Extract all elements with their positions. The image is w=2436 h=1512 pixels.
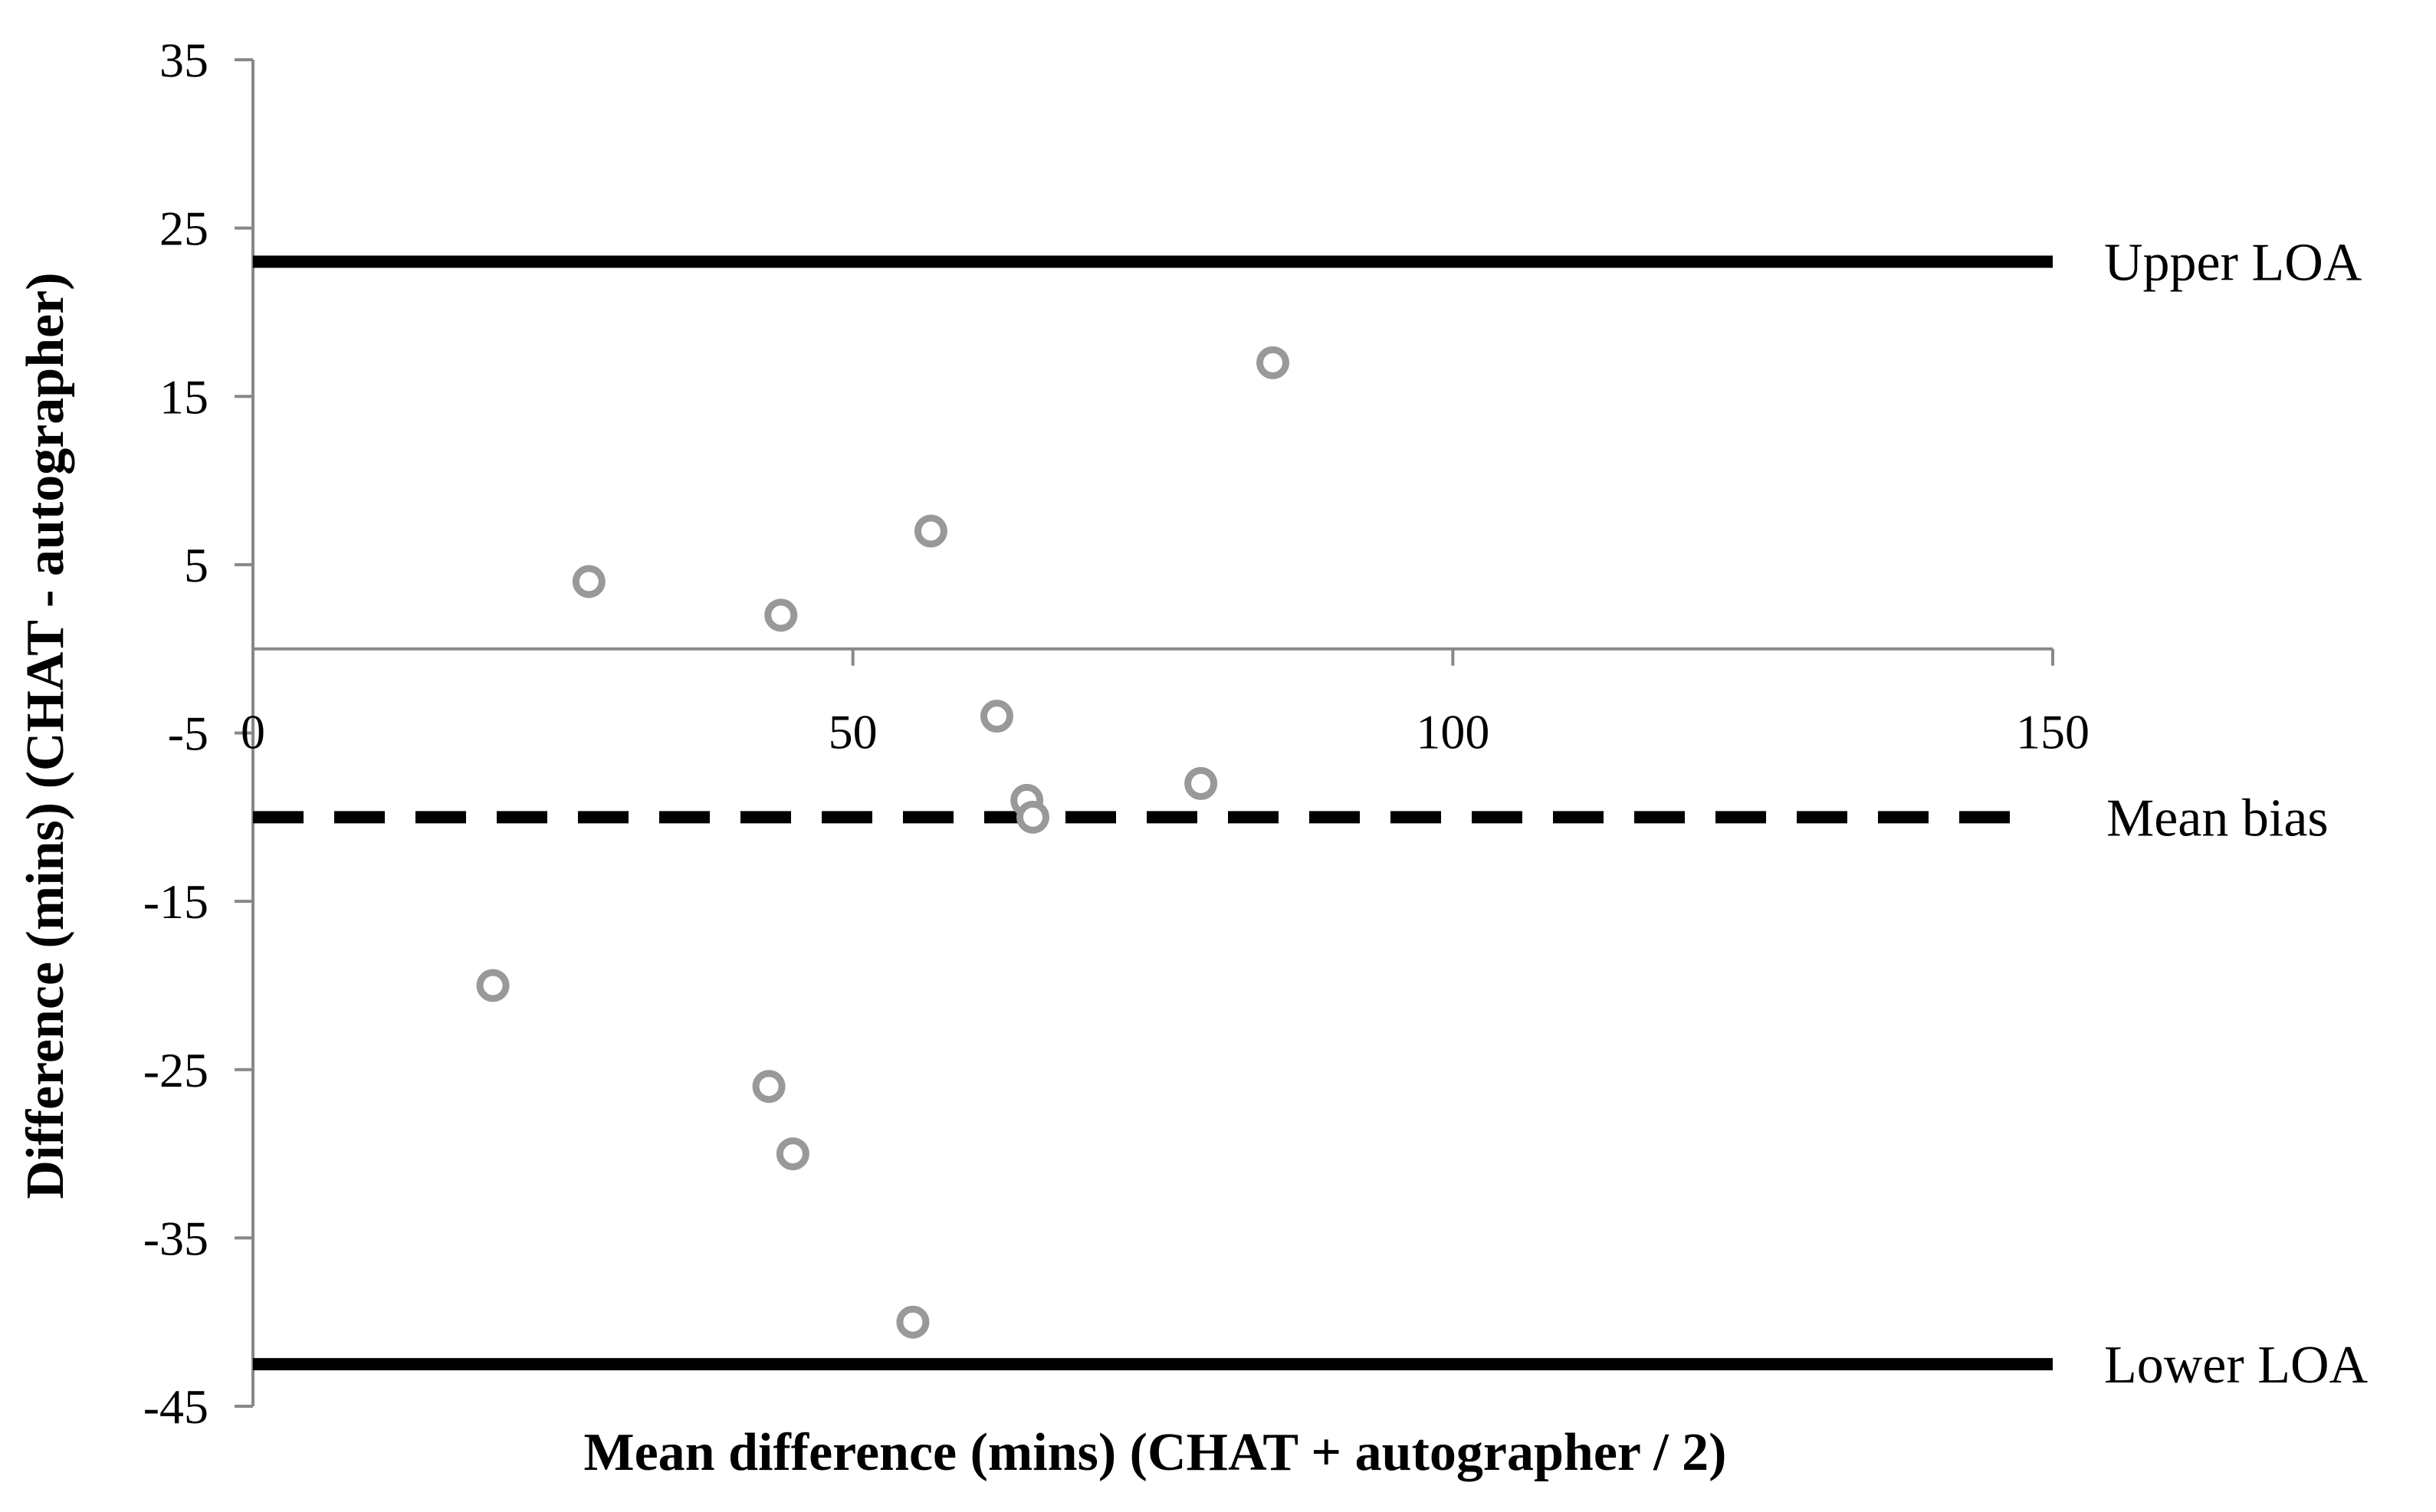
x-tick-label: 100	[1416, 705, 1489, 759]
x-tick-label: 0	[241, 705, 265, 759]
reference-line-label: Mean bias	[2106, 789, 2329, 848]
y-tick-label: -25	[143, 1043, 208, 1097]
data-point	[914, 514, 947, 548]
y-axis: 35 25 15 5 -5 -15 -25 -35 -45	[143, 33, 254, 1434]
data-point	[980, 700, 1014, 733]
x-tick-label: 150	[2016, 705, 2090, 759]
data-points	[476, 346, 1290, 1339]
reference-line-label: Lower LOA	[2104, 1336, 2369, 1395]
y-tick-label: 35	[159, 33, 208, 87]
y-tick-label: -15	[143, 874, 208, 929]
data-point	[1016, 800, 1049, 834]
reference-lines: Upper LOA Mean bias Lower LOA	[253, 234, 2369, 1395]
y-tick-label: -35	[143, 1211, 208, 1265]
x-axis: 0 50 100 150	[241, 647, 2090, 759]
x-tick-label: 50	[829, 705, 878, 759]
data-point	[752, 1070, 786, 1104]
y-axis-title: Difference (mins) (CHAT - autographer)	[16, 272, 75, 1199]
y-tick-label: 5	[184, 538, 208, 592]
data-point	[896, 1305, 930, 1339]
data-point	[764, 599, 798, 632]
data-point	[572, 565, 606, 599]
reference-line-label: Upper LOA	[2104, 234, 2362, 293]
y-tick-label: -45	[143, 1379, 208, 1434]
y-tick-label: -5	[168, 707, 208, 761]
data-point	[1184, 766, 1218, 800]
data-point	[1256, 346, 1290, 379]
data-point	[776, 1137, 809, 1171]
x-axis-title: Mean difference (mins) (CHAT + autograph…	[584, 1423, 1727, 1482]
data-point	[476, 969, 510, 1002]
y-tick-label: 25	[159, 202, 208, 256]
y-tick-label: 15	[159, 369, 208, 424]
